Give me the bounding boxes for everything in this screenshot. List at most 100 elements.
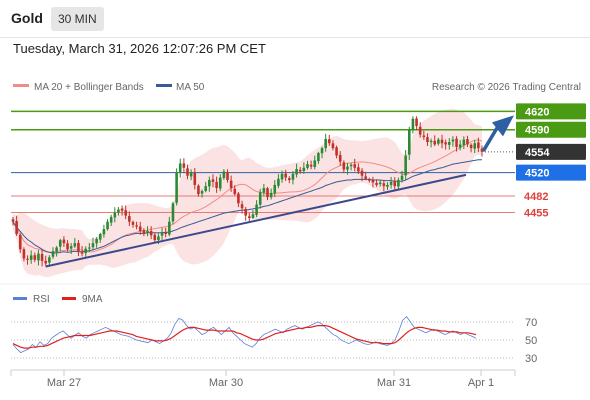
candle <box>466 135 469 148</box>
candle-body <box>324 138 327 149</box>
candle <box>291 170 295 185</box>
candle <box>324 133 327 152</box>
candle-body <box>128 215 131 222</box>
candle-body <box>477 142 480 149</box>
candle <box>357 163 360 174</box>
candle <box>73 238 77 249</box>
candle <box>171 201 175 225</box>
candle <box>440 134 444 149</box>
candle-body <box>360 170 364 176</box>
candle <box>33 252 37 263</box>
candle <box>135 221 138 230</box>
time-axis-label: Mar 27 <box>47 377 81 389</box>
candle-body <box>277 178 280 186</box>
candle-body <box>80 251 84 254</box>
header-divider <box>0 37 590 38</box>
candle-body <box>222 171 226 178</box>
candle-body <box>375 182 378 185</box>
candle-body <box>218 177 222 189</box>
candle-body <box>62 239 66 244</box>
candle-body <box>437 139 440 144</box>
candle-body <box>244 208 247 216</box>
candle <box>37 249 40 266</box>
candle-body <box>349 164 353 167</box>
candle-body <box>382 183 386 187</box>
candle <box>182 158 186 174</box>
projection-arrow-shaft <box>482 124 500 152</box>
candle <box>393 177 397 191</box>
candle-body <box>266 188 269 198</box>
candle <box>473 139 477 153</box>
candle-body <box>106 221 109 230</box>
candle <box>429 138 433 148</box>
candle <box>40 249 44 267</box>
candle-body <box>313 160 317 167</box>
candle-body <box>404 155 407 176</box>
candle <box>95 237 98 248</box>
candle-body <box>193 173 197 185</box>
candle-body <box>397 180 400 187</box>
candle <box>149 226 153 240</box>
candle <box>451 136 455 147</box>
candle-body <box>215 181 218 188</box>
candle-body <box>291 173 295 180</box>
candle-body <box>258 192 262 205</box>
candle <box>69 243 73 255</box>
candle <box>197 184 200 197</box>
level-label-4455: 4455 <box>524 208 548 220</box>
candle <box>153 232 157 244</box>
candle-body <box>95 238 98 244</box>
legend-swatch-ma50 <box>156 84 172 87</box>
candle <box>26 255 29 265</box>
candle-body <box>444 142 447 145</box>
candle-body <box>335 147 338 156</box>
candle <box>102 224 106 238</box>
candle <box>266 186 269 201</box>
candle-body <box>66 243 69 250</box>
candle-body <box>200 191 204 194</box>
candle-body <box>353 164 357 168</box>
candle <box>109 214 113 227</box>
candle-body <box>466 139 469 145</box>
candle-body <box>411 118 415 131</box>
candle <box>233 185 237 196</box>
level-label-4554: 4554 <box>525 147 550 159</box>
candle <box>211 174 215 188</box>
candle-body <box>178 163 182 174</box>
candle <box>124 205 128 220</box>
candle <box>186 164 189 180</box>
candle-body <box>189 172 193 177</box>
candle-body <box>415 118 418 127</box>
candle-body <box>462 139 466 146</box>
candle <box>255 200 258 218</box>
candle <box>106 219 109 231</box>
candle <box>469 143 473 153</box>
rsi-series-9ma <box>12 325 477 349</box>
price-plot-area: 4620 4590 4554 4520 4482 4455 <box>11 103 586 278</box>
candle-body <box>69 246 73 249</box>
candle <box>444 139 447 150</box>
candle <box>298 167 302 174</box>
candle-body <box>229 180 233 188</box>
legend-label-ma50: MA 50 <box>176 82 205 93</box>
rsi-legend: RSI 9MA <box>13 294 103 305</box>
candle <box>237 192 240 208</box>
candle-body <box>389 181 393 185</box>
candle <box>244 207 247 221</box>
candle <box>189 169 193 181</box>
rsi-tick-label-70: 70 <box>525 317 537 329</box>
candle <box>138 221 142 235</box>
ma50-line <box>12 159 482 254</box>
candle-body <box>284 173 287 178</box>
timeframe-button[interactable]: 30 MIN <box>51 7 104 31</box>
candle <box>164 227 167 238</box>
candle-body <box>469 144 473 149</box>
candle-body <box>124 210 128 216</box>
candle <box>215 176 218 193</box>
level-tag-4620 <box>516 103 586 120</box>
candle <box>309 160 313 170</box>
candle <box>131 220 135 228</box>
candle <box>317 151 320 164</box>
candle <box>48 255 51 265</box>
support-trendline <box>45 173 467 268</box>
